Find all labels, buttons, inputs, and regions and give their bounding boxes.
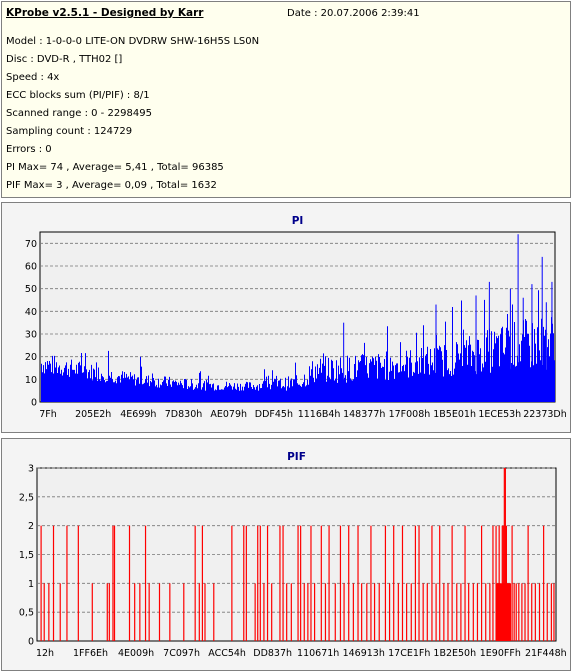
pi-xtick-label: 1116B4h [298, 409, 341, 420]
pif-title: PIF [287, 451, 306, 463]
pif-chart: PIF 0 0,5 1 1,5 2 2,5 3 12h 1FF6Eh 4E009h 7C097h ACC… [19, 451, 567, 659]
pif-xtick-label: 146913h [343, 648, 385, 659]
pif-xtick-label: 7C097h [163, 648, 200, 659]
pi-xtick-label: 205E2h [75, 409, 111, 420]
pif-ytick-label: 0 [28, 637, 34, 648]
pi-title: PI [292, 215, 304, 227]
pif-ytick-label: 2,5 [19, 492, 34, 503]
app-title: KProbe v2.5.1 - Designed by Karr [6, 7, 204, 19]
pi-xtick-label: 1B5E01h [433, 409, 476, 420]
pi-ytick-label: 60 [25, 262, 37, 273]
pif-xtick-label: 4E009h [118, 648, 154, 659]
pif-ytick-label: 3 [28, 464, 34, 475]
pif-stats-line: PIF Max= 3 , Average= 0,09 , Total= 1632 [6, 180, 217, 191]
pi-xtick-label: AE079h [210, 409, 247, 420]
errors-line: Errors : 0 [6, 144, 52, 155]
pi-chart-panel: PI 0 10 20 30 40 50 60 70 7Fh 205E2h 4E699h 7D830h AE… [1, 202, 571, 433]
pif-xtick-label: 21F448h [525, 648, 567, 659]
info-panel: KProbe v2.5.1 - Designed by Karr Date : … [1, 1, 571, 198]
pif-ytick-label: 1,5 [19, 550, 34, 561]
pi-ytick-label: 0 [31, 398, 37, 409]
ecc-line: ECC blocks sum (PI/PIF) : 8/1 [6, 90, 150, 101]
pi-xtick-label: 4E699h [120, 409, 156, 420]
pif-xtick-label: 110671h [297, 648, 339, 659]
pi-chart: PI 0 10 20 30 40 50 60 70 7Fh 205E2h 4E699h 7D830h AE… [25, 215, 567, 420]
pif-ytick-label: 1 [28, 579, 34, 590]
pi-xtick-label: 7Fh [39, 409, 57, 420]
pi-ytick-label: 10 [25, 375, 37, 386]
pi-xtick-label: 22373Dh [523, 409, 567, 420]
pi-xtick-label: 17F008h [389, 409, 431, 420]
pif-xtick-label: 1FF6Eh [73, 648, 108, 659]
scan-date: Date : 20.07.2006 2:39:41 [287, 8, 420, 19]
pi-ytick-label: 30 [25, 330, 37, 341]
pi-xtick-label: 7D830h [165, 409, 203, 420]
pi-xtick-label: 148377h [343, 409, 385, 420]
pif-ytick-label: 0,5 [19, 608, 34, 619]
pi-stats-line: PI Max= 74 , Average= 5,41 , Total= 9638… [6, 162, 224, 173]
pi-ytick-label: 20 [25, 352, 37, 363]
pif-ytick-label: 2 [28, 521, 34, 532]
range-line: Scanned range : 0 - 2298495 [6, 108, 152, 119]
pif-xtick-label: 1E90FFh [480, 648, 521, 659]
speed-line: Speed : 4x [6, 72, 60, 83]
pif-xtick-label: ACC54h [208, 648, 246, 659]
pi-ytick-label: 70 [25, 239, 37, 250]
pi-xtick-label: 1ECE53h [478, 409, 521, 420]
pi-xtick-label: DDF45h [255, 409, 293, 420]
pi-ytick-label: 40 [25, 307, 37, 318]
model-line: Model : 1-0-0-0 LITE-ON DVDRW SHW-16H5S … [6, 36, 260, 47]
pif-xtick-label: 17CE1Fh [388, 648, 430, 659]
pif-chart-panel: PIF 0 0,5 1 1,5 2 2,5 3 12h 1FF6Eh 4E009h 7C097h ACC… [1, 438, 571, 671]
pi-bars [41, 290, 555, 402]
disc-line: Disc : DVD-R , TTH02 [] [6, 54, 123, 65]
pif-xtick-label: DD837h [253, 648, 292, 659]
pif-xtick-label: 12h [36, 648, 54, 659]
sampling-line: Sampling count : 124729 [6, 126, 133, 137]
pi-ytick-label: 50 [25, 284, 37, 295]
pif-xtick-label: 1B2E50h [433, 648, 476, 659]
